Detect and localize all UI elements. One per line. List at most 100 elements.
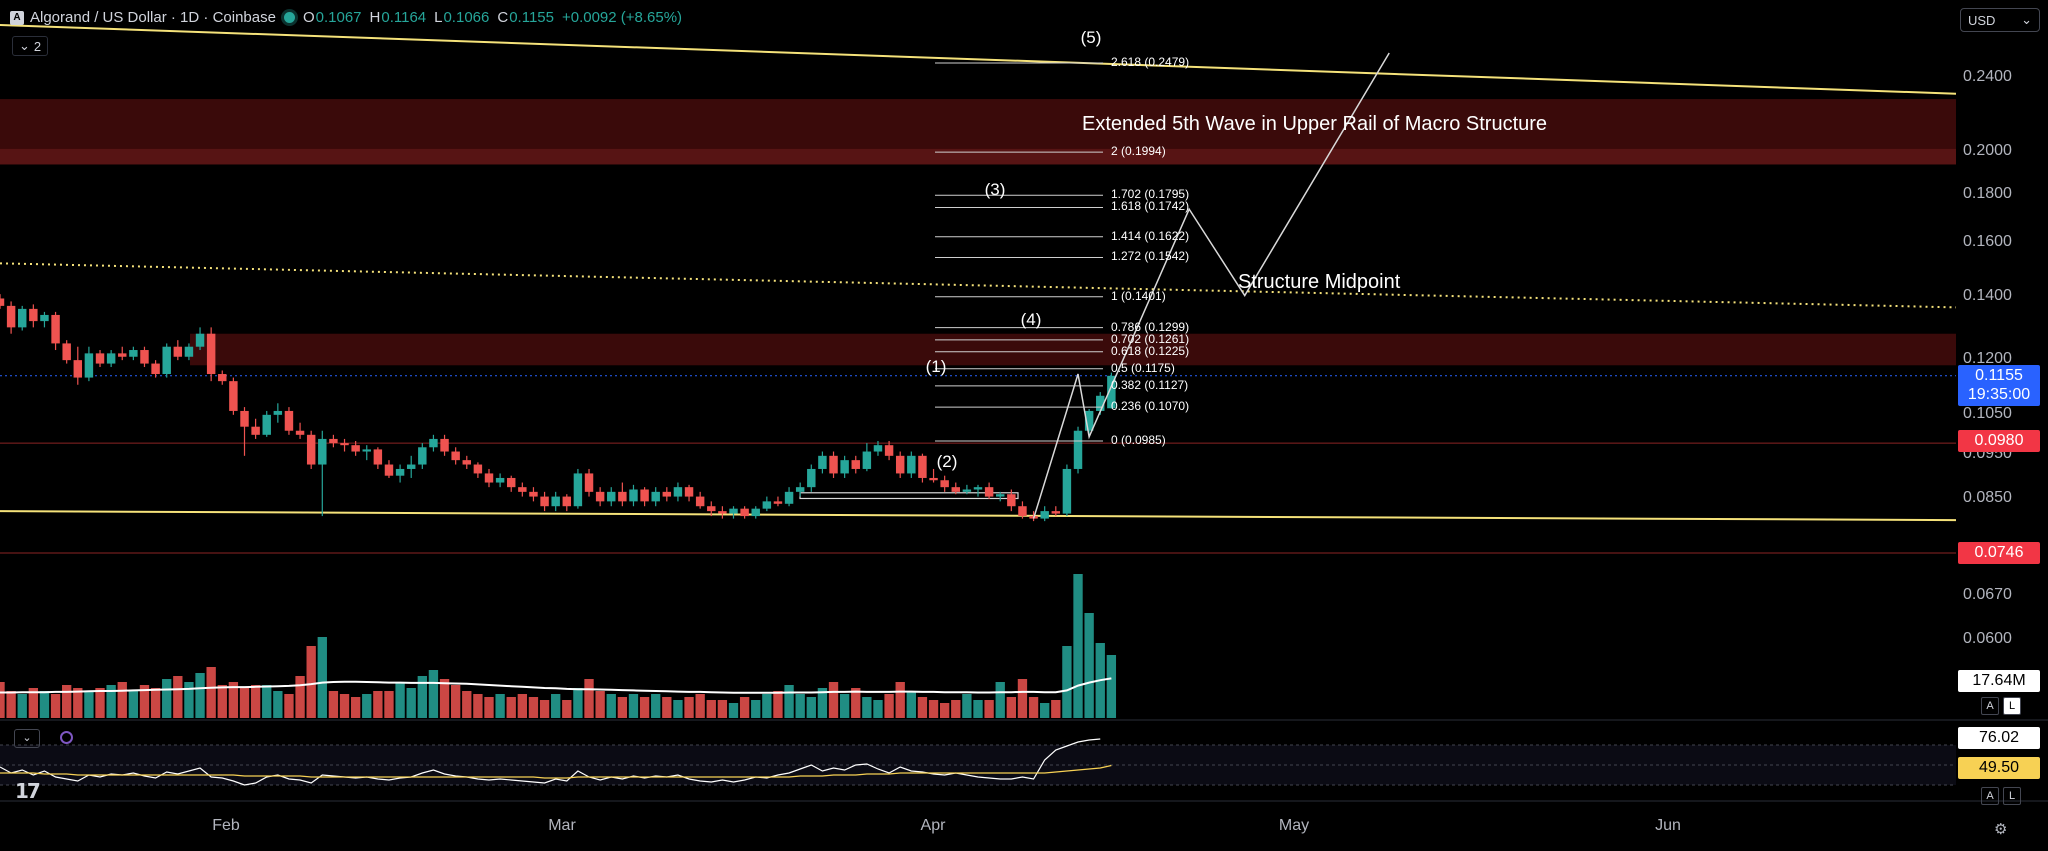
candle — [907, 451, 916, 478]
candle-body — [984, 487, 994, 497]
volume-bar — [595, 691, 605, 718]
auto-scale-button[interactable]: A — [1981, 697, 1999, 715]
volume-bar — [117, 682, 127, 718]
extended-wave-annotation: Extended 5th Wave in Upper Rail of Macro… — [1082, 113, 1548, 135]
time-label: Feb — [212, 817, 240, 834]
wave-3-label: (3) — [984, 180, 1006, 199]
time-label: Mar — [548, 817, 576, 834]
candle — [973, 484, 983, 497]
volume-bar — [395, 682, 405, 718]
volume-bar — [1017, 679, 1028, 718]
candle-body — [18, 308, 27, 328]
volume-bar — [551, 694, 561, 718]
bar-countdown: 19:35:00 — [1967, 386, 2031, 403]
candle — [640, 487, 649, 507]
rsi-collapse-button[interactable]: ⌄ — [14, 729, 40, 748]
volume-bar — [873, 700, 883, 718]
volume-bar — [339, 694, 350, 718]
price-label: 0.0850 — [1963, 489, 2012, 506]
candle — [0, 294, 5, 309]
volume-bar — [150, 688, 161, 718]
structure-midpoint-line — [0, 262, 1957, 309]
candle — [618, 482, 627, 507]
fib-level-label: 0.702 (0.1261) — [1111, 331, 1190, 346]
candle — [429, 434, 438, 452]
candle-body — [573, 473, 583, 507]
candle — [1018, 501, 1027, 519]
candle-body — [962, 489, 972, 492]
gear-icon[interactable]: ⚙ — [1994, 821, 2008, 838]
candle-body — [373, 449, 383, 465]
candle — [273, 403, 283, 423]
volume-bar — [6, 691, 16, 718]
wave-2-label: (2) — [936, 452, 958, 471]
symbol-title[interactable]: Algorand / US Dollar · 1D · Coinbase — [30, 9, 276, 26]
volume-bar — [584, 679, 594, 718]
candle-body — [1084, 410, 1094, 431]
time-label: Apr — [920, 817, 946, 834]
wave-1-label: (1) — [925, 357, 947, 376]
fib-level-label: 0.236 (0.1070) — [1111, 399, 1190, 414]
candle-body — [529, 491, 538, 497]
candle-body — [773, 501, 783, 504]
volume-bar — [106, 685, 116, 718]
volume-bar — [951, 700, 961, 718]
candle — [873, 441, 883, 456]
candle-body — [0, 298, 5, 306]
candle — [695, 491, 705, 509]
candle — [395, 464, 405, 483]
candle — [362, 445, 371, 461]
candle-body — [1107, 375, 1116, 409]
candle-body — [451, 451, 460, 461]
volume-bar — [662, 697, 672, 718]
candle — [651, 487, 660, 507]
candle-body — [251, 426, 260, 435]
resistance-zones — [0, 99, 1956, 366]
volume-bar — [706, 700, 716, 718]
candle — [306, 430, 316, 469]
volume-bar — [617, 697, 628, 718]
candle-body — [218, 374, 227, 382]
candle-body — [640, 489, 649, 502]
volume-bar — [39, 691, 50, 718]
candle — [773, 496, 783, 507]
candle — [573, 468, 583, 509]
candle — [629, 484, 638, 507]
candle — [951, 482, 960, 495]
candle — [462, 455, 471, 469]
volume-bar — [884, 694, 894, 718]
volume-bar — [317, 637, 327, 718]
candle-body — [929, 477, 938, 481]
log-scale-button[interactable]: L — [2003, 697, 2021, 715]
volume-bar — [806, 697, 816, 718]
low-value: 0.1066 — [443, 9, 490, 26]
volume-bar — [1073, 574, 1083, 718]
candle-body — [418, 447, 427, 465]
high-key: H — [369, 9, 381, 26]
candle-body — [118, 353, 127, 357]
currency-select[interactable]: USD ⌄ — [1960, 8, 2040, 32]
price-label: 0.1200 — [1963, 350, 2012, 367]
volume-bar — [162, 679, 172, 718]
indicators-toggle[interactable]: ⌄ 2 — [12, 36, 49, 56]
rsi-auto-scale-button[interactable]: A — [1981, 787, 1999, 805]
candle-body — [518, 487, 527, 492]
candles — [0, 294, 1116, 522]
price-label: 0.0670 — [1963, 586, 2012, 603]
candle-body — [884, 445, 894, 456]
candle — [829, 451, 838, 478]
volume-bar — [1028, 697, 1039, 718]
currency-label: USD — [1968, 12, 1996, 28]
candle — [495, 473, 505, 488]
horizontal-level-badge: 0.0980 — [1958, 430, 2040, 452]
rsi-line — [0, 738, 1101, 786]
tradingview-logo-icon[interactable]: 17 — [15, 779, 41, 803]
fib-level-label: 0.382 (0.1127) — [1111, 377, 1189, 392]
candle — [184, 343, 194, 361]
volume-bar — [839, 694, 850, 718]
market-status-icon — [283, 12, 295, 23]
candle — [718, 506, 727, 519]
rsi-log-scale-button[interactable]: L — [2003, 787, 2021, 805]
candle — [284, 407, 294, 435]
